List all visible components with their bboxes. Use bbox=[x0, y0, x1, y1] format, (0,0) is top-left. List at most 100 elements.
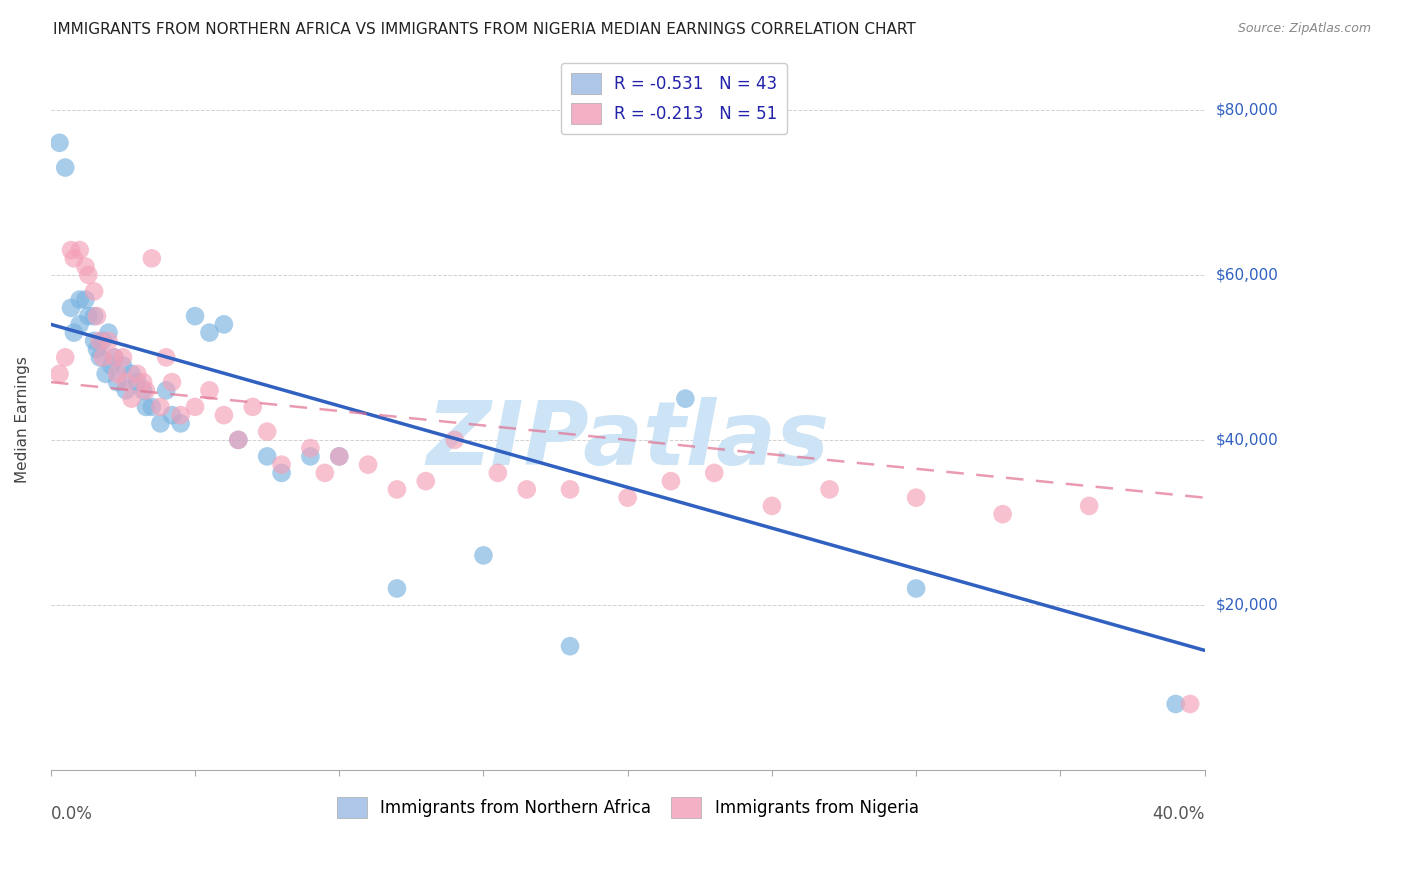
Point bbox=[69, 318, 91, 332]
Point bbox=[77, 268, 100, 282]
Point bbox=[83, 334, 105, 348]
Text: Source: ZipAtlas.com: Source: ZipAtlas.com bbox=[1237, 22, 1371, 36]
Point bbox=[111, 351, 134, 365]
Point bbox=[385, 483, 408, 497]
Point bbox=[905, 582, 928, 596]
Point bbox=[328, 450, 350, 464]
Point bbox=[991, 507, 1014, 521]
Point bbox=[198, 326, 221, 340]
Point bbox=[132, 384, 155, 398]
Point bbox=[385, 582, 408, 596]
Point bbox=[63, 252, 86, 266]
Point bbox=[415, 474, 437, 488]
Point bbox=[89, 351, 111, 365]
Legend: Immigrants from Northern Africa, Immigrants from Nigeria: Immigrants from Northern Africa, Immigra… bbox=[330, 790, 925, 825]
Point bbox=[60, 243, 83, 257]
Point bbox=[86, 309, 108, 323]
Point bbox=[149, 400, 172, 414]
Point bbox=[314, 466, 336, 480]
Point bbox=[114, 375, 136, 389]
Point bbox=[328, 450, 350, 464]
Point bbox=[256, 450, 278, 464]
Point bbox=[149, 417, 172, 431]
Point bbox=[127, 375, 149, 389]
Point bbox=[53, 351, 76, 365]
Point bbox=[703, 466, 725, 480]
Point bbox=[443, 433, 465, 447]
Point bbox=[616, 491, 638, 505]
Point bbox=[198, 384, 221, 398]
Point bbox=[69, 293, 91, 307]
Point bbox=[160, 375, 183, 389]
Text: $80,000: $80,000 bbox=[1216, 103, 1278, 117]
Point bbox=[103, 351, 125, 365]
Point bbox=[69, 243, 91, 257]
Point bbox=[357, 458, 380, 472]
Point bbox=[53, 161, 76, 175]
Point bbox=[91, 351, 114, 365]
Point bbox=[299, 450, 322, 464]
Point bbox=[89, 334, 111, 348]
Text: $20,000: $20,000 bbox=[1216, 598, 1278, 613]
Point bbox=[905, 491, 928, 505]
Point bbox=[135, 384, 157, 398]
Point bbox=[256, 425, 278, 439]
Text: $40,000: $40,000 bbox=[1216, 433, 1278, 448]
Point bbox=[558, 483, 581, 497]
Point bbox=[212, 408, 235, 422]
Point bbox=[1078, 499, 1101, 513]
Point bbox=[103, 351, 125, 365]
Point bbox=[63, 326, 86, 340]
Point bbox=[242, 400, 264, 414]
Point bbox=[83, 309, 105, 323]
Text: ZIPatlas: ZIPatlas bbox=[426, 397, 830, 483]
Text: 40.0%: 40.0% bbox=[1152, 805, 1205, 823]
Point bbox=[516, 483, 538, 497]
Point bbox=[121, 367, 143, 381]
Point bbox=[659, 474, 682, 488]
Point bbox=[132, 375, 155, 389]
Point bbox=[226, 433, 249, 447]
Point bbox=[184, 400, 207, 414]
Point bbox=[160, 408, 183, 422]
Point bbox=[75, 293, 97, 307]
Point bbox=[105, 367, 128, 381]
Point bbox=[818, 483, 841, 497]
Point bbox=[100, 359, 122, 373]
Point bbox=[472, 549, 495, 563]
Point bbox=[270, 466, 292, 480]
Point bbox=[169, 417, 191, 431]
Point bbox=[105, 375, 128, 389]
Text: $60,000: $60,000 bbox=[1216, 268, 1278, 283]
Point bbox=[184, 309, 207, 323]
Point bbox=[75, 260, 97, 274]
Point bbox=[169, 408, 191, 422]
Point bbox=[97, 326, 120, 340]
Point bbox=[673, 392, 696, 406]
Point bbox=[212, 318, 235, 332]
Text: IMMIGRANTS FROM NORTHERN AFRICA VS IMMIGRANTS FROM NIGERIA MEDIAN EARNINGS CORRE: IMMIGRANTS FROM NORTHERN AFRICA VS IMMIG… bbox=[53, 22, 917, 37]
Point bbox=[155, 351, 177, 365]
Y-axis label: Median Earnings: Median Earnings bbox=[15, 356, 30, 483]
Point bbox=[94, 367, 117, 381]
Point bbox=[1164, 697, 1187, 711]
Point bbox=[60, 301, 83, 315]
Point bbox=[121, 392, 143, 406]
Point bbox=[761, 499, 783, 513]
Point bbox=[86, 342, 108, 356]
Point bbox=[299, 441, 322, 455]
Point bbox=[111, 359, 134, 373]
Point bbox=[1178, 697, 1201, 711]
Point bbox=[270, 458, 292, 472]
Point bbox=[97, 334, 120, 348]
Point bbox=[77, 309, 100, 323]
Point bbox=[141, 400, 163, 414]
Point bbox=[91, 334, 114, 348]
Point bbox=[135, 400, 157, 414]
Point bbox=[127, 367, 149, 381]
Point bbox=[83, 285, 105, 299]
Point bbox=[155, 384, 177, 398]
Point bbox=[558, 639, 581, 653]
Point bbox=[226, 433, 249, 447]
Text: 0.0%: 0.0% bbox=[51, 805, 93, 823]
